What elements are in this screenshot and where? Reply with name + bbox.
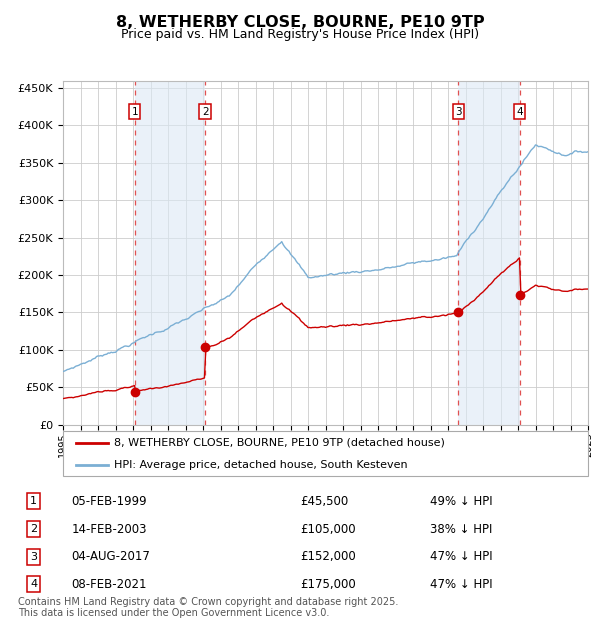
Text: 05-FEB-1999: 05-FEB-1999 [71,495,147,508]
Bar [135,81,205,425]
Text: 49% ↓ HPI: 49% ↓ HPI [430,495,493,508]
Text: 8, WETHERBY CLOSE, BOURNE, PE10 9TP (detached house): 8, WETHERBY CLOSE, BOURNE, PE10 9TP (det… [115,438,445,448]
Text: 2: 2 [30,524,37,534]
Text: Contains HM Land Registry data © Crown copyright and database right 2025.
This d: Contains HM Land Registry data © Crown c… [18,596,398,618]
Text: £45,500: £45,500 [300,495,348,508]
Text: HPI: Average price, detached house, South Kesteven: HPI: Average price, detached house, Sout… [115,460,408,470]
Text: 1: 1 [131,107,138,117]
Text: 3: 3 [30,552,37,562]
Text: 47% ↓ HPI: 47% ↓ HPI [430,550,493,563]
Text: 2: 2 [202,107,208,117]
FancyBboxPatch shape [63,431,588,476]
Text: 3: 3 [455,107,461,117]
Text: 04-AUG-2017: 04-AUG-2017 [71,550,151,563]
Text: 8, WETHERBY CLOSE, BOURNE, PE10 9TP: 8, WETHERBY CLOSE, BOURNE, PE10 9TP [116,16,484,30]
Text: £105,000: £105,000 [300,523,356,536]
Text: 1: 1 [30,497,37,507]
Text: 47% ↓ HPI: 47% ↓ HPI [430,578,493,591]
Text: £175,000: £175,000 [300,578,356,591]
Text: 4: 4 [30,579,37,589]
Text: 38% ↓ HPI: 38% ↓ HPI [430,523,492,536]
Text: 08-FEB-2021: 08-FEB-2021 [71,578,147,591]
Text: Price paid vs. HM Land Registry's House Price Index (HPI): Price paid vs. HM Land Registry's House … [121,28,479,40]
Text: £152,000: £152,000 [300,550,356,563]
Text: 14-FEB-2003: 14-FEB-2003 [71,523,147,536]
Bar [458,81,520,425]
Text: 4: 4 [517,107,523,117]
